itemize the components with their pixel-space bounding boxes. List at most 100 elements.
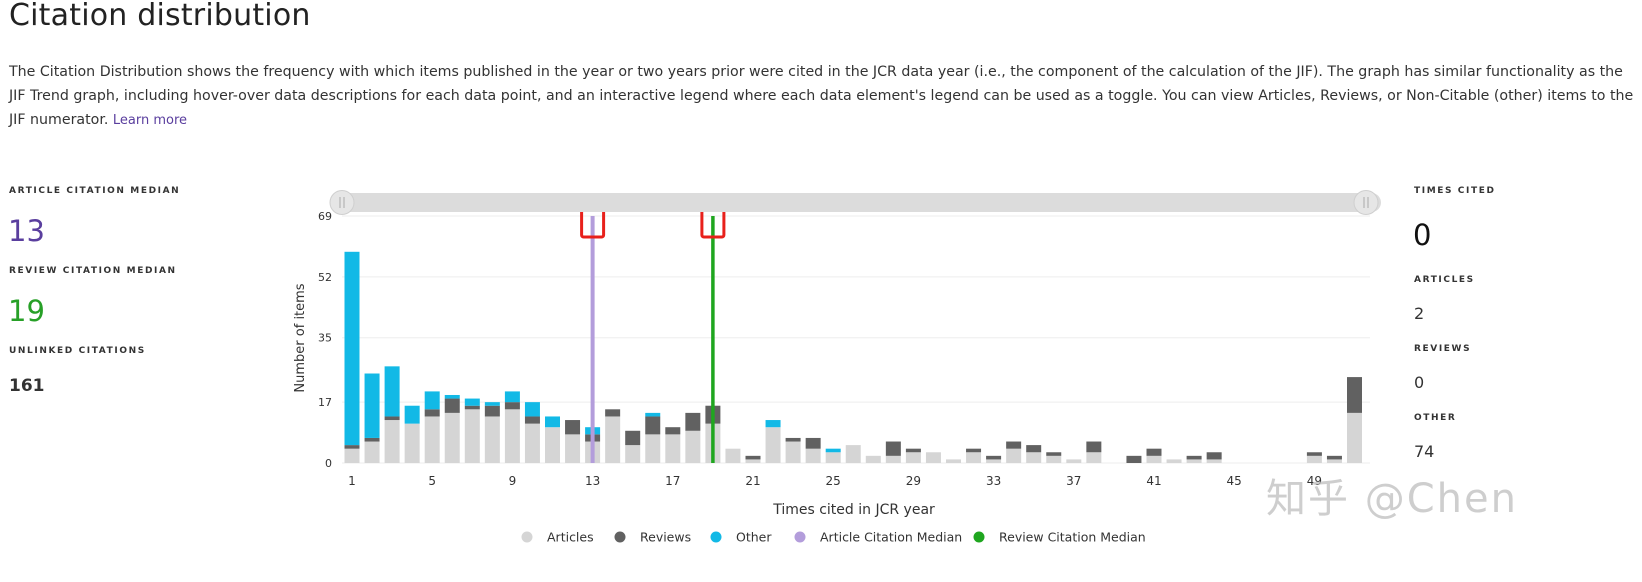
bar-articles-37[interactable] [1066, 459, 1082, 463]
bar-articles-23[interactable] [785, 441, 801, 463]
bar-other-4[interactable] [404, 405, 420, 424]
bar-articles-15[interactable] [625, 445, 641, 463]
bar-other-2[interactable] [364, 373, 380, 438]
bar-reviews-50[interactable] [1326, 455, 1342, 460]
bar-other-1[interactable] [344, 251, 360, 446]
bar-reviews-28[interactable] [885, 441, 901, 456]
range-slider-left-handle[interactable] [329, 190, 355, 215]
bar-reviews-7[interactable] [464, 405, 480, 410]
legend-item-article-citation-median[interactable]: Article Citation Median [794, 530, 963, 545]
bar-articles-30[interactable] [925, 452, 941, 463]
bar-articles-21[interactable] [745, 459, 761, 463]
bar-reviews-24[interactable] [805, 437, 821, 449]
bar-articles-11[interactable] [545, 427, 560, 463]
bar-articles-16[interactable] [645, 434, 661, 463]
bar-reviews-40[interactable] [1126, 455, 1142, 463]
bar-articles-29[interactable] [905, 452, 921, 463]
bar-reviews-41[interactable] [1146, 448, 1162, 456]
bar-other-11[interactable] [545, 416, 560, 428]
bar-articles-32[interactable] [966, 452, 982, 463]
bar-articles-8[interactable] [484, 416, 500, 463]
bar-reviews-33[interactable] [986, 455, 1002, 460]
bar-articles-42[interactable] [1166, 459, 1182, 463]
legend-item-review-citation-median[interactable]: Review Citation Median [973, 530, 1146, 545]
bar-other-3[interactable] [384, 366, 400, 417]
bar-reviews-15[interactable] [625, 430, 641, 446]
bar-articles-18[interactable] [685, 430, 701, 463]
bar-reviews-9[interactable] [504, 402, 520, 410]
bar-articles-3[interactable] [384, 420, 400, 463]
range-slider-right-handle[interactable] [1353, 190, 1379, 215]
bar-articles-34[interactable] [1006, 448, 1022, 463]
bar-reviews-21[interactable] [745, 455, 761, 460]
bar-reviews-35[interactable] [1026, 445, 1042, 453]
legend-item-articles[interactable]: Articles [521, 530, 594, 545]
bar-other-7[interactable] [464, 398, 480, 406]
bar-other-22[interactable] [765, 420, 781, 428]
bar-articles-50[interactable] [1326, 459, 1342, 463]
bar-articles-44[interactable] [1206, 459, 1222, 463]
bar-reviews-29[interactable] [905, 448, 921, 453]
bar-reviews-23[interactable] [785, 437, 801, 442]
range-slider-track[interactable] [332, 193, 1381, 212]
learn-more-link[interactable]: Learn more [112, 113, 188, 128]
bar-articles-2[interactable] [364, 441, 380, 463]
bar-articles-33[interactable] [986, 459, 1002, 463]
bar-articles-20[interactable] [725, 448, 741, 463]
bar-reviews-34[interactable] [1006, 441, 1022, 449]
bar-reviews-14[interactable] [605, 409, 621, 417]
bar-reviews-6[interactable] [444, 398, 460, 413]
bar-reviews-16[interactable] [645, 416, 661, 435]
bar-articles-12[interactable] [565, 434, 581, 463]
bar-reviews-36[interactable] [1046, 452, 1062, 456]
bar-articles-36[interactable] [1046, 455, 1062, 463]
bar-articles-5[interactable] [424, 416, 440, 463]
bar-articles-10[interactable] [524, 423, 540, 463]
bar-reviews-17[interactable] [665, 427, 681, 435]
bar-articles-38[interactable] [1086, 452, 1102, 463]
bar-reviews-44[interactable] [1206, 452, 1222, 460]
bar-reviews-32[interactable] [966, 448, 982, 453]
bar-articles-22[interactable] [765, 427, 781, 463]
bar-articles-35[interactable] [1026, 452, 1042, 463]
bar-reviews-51[interactable] [1347, 377, 1362, 413]
bar-articles-43[interactable] [1186, 459, 1202, 463]
legend-item-reviews[interactable]: Reviews [614, 530, 692, 545]
bar-articles-1[interactable] [344, 448, 360, 463]
range-slider[interactable] [329, 190, 1381, 215]
bar-articles-51[interactable] [1347, 412, 1362, 463]
bar-reviews-18[interactable] [685, 412, 701, 431]
bar-articles-9[interactable] [504, 409, 520, 463]
bar-reviews-10[interactable] [524, 416, 540, 424]
bar-articles-49[interactable] [1306, 455, 1322, 463]
bar-other-8[interactable] [484, 402, 500, 406]
bar-reviews-5[interactable] [424, 409, 440, 417]
bar-articles-31[interactable] [946, 459, 961, 463]
bar-articles-14[interactable] [605, 416, 621, 463]
bar-articles-4[interactable] [404, 423, 420, 463]
bar-other-5[interactable] [424, 391, 440, 410]
bar-articles-26[interactable] [845, 445, 861, 463]
bar-articles-27[interactable] [865, 455, 881, 463]
bar-reviews-49[interactable] [1306, 452, 1322, 456]
bar-articles-25[interactable] [825, 452, 841, 463]
bar-articles-28[interactable] [885, 455, 901, 463]
bar-other-10[interactable] [524, 402, 540, 417]
bar-reviews-1[interactable] [344, 445, 360, 449]
bar-reviews-8[interactable] [484, 405, 500, 417]
bar-other-16[interactable] [645, 412, 661, 417]
legend-item-other[interactable]: Other [710, 530, 773, 545]
bar-reviews-43[interactable] [1186, 455, 1202, 460]
bar-articles-7[interactable] [464, 409, 480, 463]
chart-legend[interactable]: Articles Reviews Other Article Citation Med… [521, 530, 1146, 545]
bar-articles-17[interactable] [665, 434, 681, 463]
bar-reviews-3[interactable] [384, 416, 400, 421]
bar-reviews-12[interactable] [565, 420, 581, 435]
bar-articles-24[interactable] [805, 448, 821, 463]
bar-reviews-2[interactable] [364, 437, 380, 442]
bar-other-25[interactable] [825, 448, 841, 453]
bar-articles-6[interactable] [444, 412, 460, 463]
bar-other-6[interactable] [444, 394, 460, 399]
bar-other-9[interactable] [504, 391, 520, 403]
bar-reviews-38[interactable] [1086, 441, 1102, 453]
